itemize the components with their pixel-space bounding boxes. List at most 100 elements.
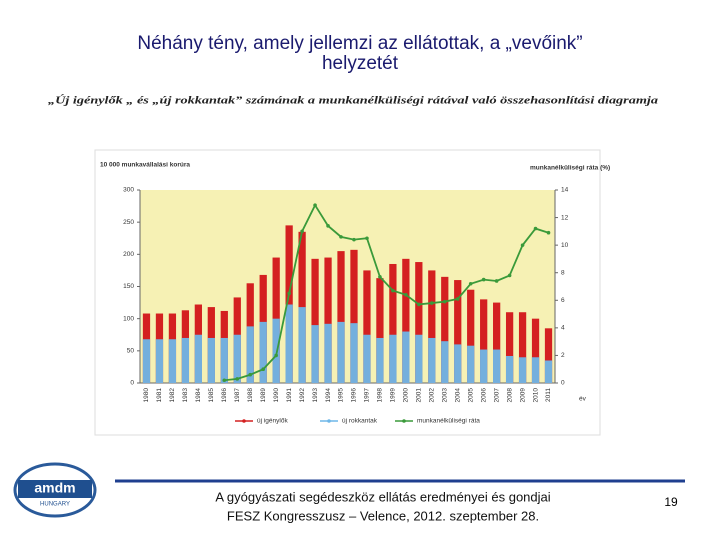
line-point	[429, 301, 434, 305]
line-point	[274, 353, 278, 358]
x-tick-label: 2004	[454, 388, 461, 403]
x-tick-label: 1996	[351, 388, 358, 403]
line-point	[533, 226, 538, 231]
logo-text: amdm	[34, 480, 75, 496]
bar	[454, 280, 462, 383]
bar	[544, 360, 553, 383]
bar	[493, 349, 501, 383]
bar	[428, 337, 436, 383]
bar	[376, 278, 384, 383]
x-tick-label: 1994	[325, 388, 332, 403]
bar	[298, 307, 306, 383]
bar	[389, 334, 397, 383]
x-tick-label: 1987	[234, 388, 241, 403]
line-point	[235, 377, 240, 381]
line-point	[248, 372, 253, 377]
x-tick-label: 2006	[480, 388, 487, 403]
line-point	[442, 299, 447, 304]
logo-text: HUNGARY	[40, 502, 70, 508]
bar	[168, 339, 177, 383]
x-tick-label: 1993	[312, 388, 319, 403]
bar	[518, 357, 527, 383]
x-tick-label: 2010	[532, 388, 539, 403]
footer-text: FESZ Kongresszusz – Velence, 2012. szept…	[227, 508, 539, 523]
bar	[441, 276, 449, 383]
y2-tick-label: 0	[561, 380, 565, 387]
line-point	[300, 229, 304, 234]
y2-tick-label: 14	[561, 187, 569, 194]
bar	[246, 326, 254, 383]
bar	[518, 312, 527, 383]
line-point	[468, 281, 473, 286]
line-series	[224, 203, 549, 382]
y2-tick-label: 2	[561, 352, 565, 359]
x-tick-label: 2003	[441, 388, 448, 403]
x-tick-label: 1999	[390, 388, 397, 403]
bar	[181, 337, 190, 383]
bar	[337, 251, 345, 383]
bar	[480, 349, 488, 383]
line-point	[507, 273, 512, 278]
x-tick-label: 2008	[506, 388, 513, 403]
bar	[363, 270, 371, 383]
bar	[233, 334, 241, 383]
bar	[505, 355, 514, 383]
y-tick-label: 300	[123, 187, 134, 194]
line-point	[455, 297, 460, 301]
bar	[285, 225, 293, 383]
bar	[220, 337, 228, 383]
x-tick-label: 1988	[247, 388, 254, 403]
bar	[324, 257, 332, 383]
y2-tick-label: 4	[561, 325, 565, 332]
x-tick-label: 1980	[143, 388, 150, 403]
bar	[337, 321, 345, 383]
bar	[259, 321, 267, 383]
y-tick-label: 100	[123, 315, 134, 322]
bar	[402, 331, 410, 383]
line-point	[520, 243, 525, 247]
slide-title: helyzetét	[322, 53, 399, 74]
x-tick-label: 1986	[221, 388, 228, 403]
y-tick-label: 0	[130, 380, 134, 387]
bar	[441, 341, 449, 383]
y-tick-label: 250	[123, 219, 134, 226]
logo-ring	[13, 462, 97, 518]
x-tick-label: 1991	[286, 388, 293, 403]
chart-subtitle: „Új igénylők „ és „új rokkantak” számána…	[48, 95, 659, 107]
bar	[350, 323, 358, 383]
bar	[402, 258, 410, 383]
y2-tick-label: 12	[561, 214, 569, 221]
line-point	[417, 302, 421, 307]
bar	[272, 318, 280, 383]
x-tick-label: 2000	[403, 388, 410, 403]
line-point	[404, 292, 408, 297]
line-point	[261, 367, 266, 372]
line-point	[287, 291, 291, 296]
bar	[505, 312, 514, 383]
plot-area	[140, 190, 555, 383]
line-point	[352, 237, 356, 242]
y-tick-label: 150	[123, 283, 134, 290]
bar	[311, 325, 319, 383]
legend-label: munkanélküliségi ráta	[417, 418, 480, 425]
x-tick-label: 1982	[169, 388, 176, 403]
line-point	[365, 236, 369, 241]
bar	[155, 339, 164, 383]
line-point	[391, 288, 395, 293]
bar	[454, 344, 462, 383]
bar	[467, 345, 475, 383]
line-point	[481, 277, 486, 282]
bar	[363, 334, 371, 383]
legend-swatch	[402, 419, 406, 423]
bar	[531, 357, 540, 383]
y2-axis-label: munkanélküliségi ráta (%)	[530, 165, 610, 172]
y2-tick-label: 8	[561, 269, 565, 276]
bar	[480, 299, 488, 383]
x-tick-label: 2007	[493, 388, 500, 403]
bar	[415, 262, 423, 383]
bar	[415, 334, 423, 383]
x-tick-label: 1985	[208, 388, 215, 403]
x-tick-label: 2001	[416, 388, 423, 403]
x-tick-label: 2009	[519, 388, 526, 403]
legend-swatch	[242, 419, 246, 423]
